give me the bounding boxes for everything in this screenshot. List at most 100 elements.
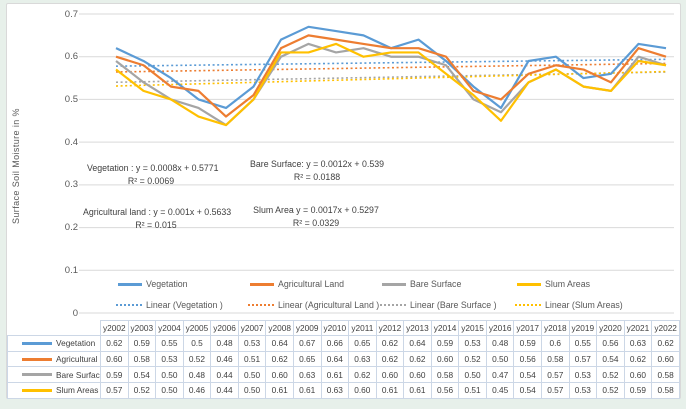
- value-cell-bare-surface-y2018: 0.57: [541, 366, 570, 384]
- value-cell-slum-areas-y2006: 0.44: [210, 382, 239, 399]
- value-cell-vegetation-y2017: 0.59: [513, 335, 542, 352]
- agricultural-land-equation-formula: Agricultural land : y = 0.001x + 0.5633: [83, 207, 232, 217]
- value-cell-agricultural-land-y2019: 0.57: [568, 350, 598, 368]
- value-cell-vegetation-y2019: 0.55: [568, 335, 598, 352]
- value-cell-agricultural-land-y2015: 0.52: [458, 350, 487, 368]
- table-row-label: Slum Areas: [56, 385, 99, 396]
- row-label-cell-vegetation: Vegetation: [7, 335, 101, 352]
- year-header-y2012: y2012: [375, 320, 405, 336]
- value-cell-bare-surface-y2013: 0.60: [403, 366, 432, 384]
- legend-item-linear-slum-areas: Linear (Slum Areas): [515, 299, 623, 311]
- year-header-y2019: y2019: [568, 320, 598, 336]
- trendline-linear-vegetation: [115, 58, 667, 67]
- table-corner-cell: [7, 320, 101, 336]
- y-tick-0.7: 0.7: [64, 8, 78, 20]
- chart-data-table: y2002 y2003 y2004 y2005 y2006 y2007 y2008 y2009…: [7, 320, 680, 399]
- value-cell-vegetation-y2012: 0.62: [375, 335, 405, 352]
- value-cell-vegetation-y2016: 0.48: [485, 335, 515, 352]
- value-cell-agricultural-land-y2018: 0.58: [541, 350, 570, 368]
- value-cell-slum-areas-y2002: 0.57: [100, 382, 129, 399]
- dotted-line-swatch-linear-slum-areas: [515, 304, 541, 306]
- legend-label: Agricultural Land: [278, 279, 345, 289]
- year-header-y2016: y2016: [485, 320, 515, 336]
- legend-item-linear-bare-surface: Linear (Bare Surface ): [380, 299, 497, 311]
- value-cell-vegetation-y2004: 0.55: [155, 335, 184, 352]
- slum-area-equation: Slum Area y = 0.0017x + 0.5297 R² = 0.032…: [250, 204, 382, 230]
- dotted-line-swatch-linear-vegetation: [116, 304, 142, 306]
- year-header-y2007: y2007: [237, 320, 267, 336]
- value-cell-slum-areas-y2017: 0.54: [513, 382, 542, 399]
- year-header-y2008: y2008: [265, 320, 294, 336]
- value-cell-vegetation-y2011: 0.65: [348, 335, 377, 352]
- value-cell-agricultural-land-y2004: 0.53: [155, 350, 184, 368]
- value-cell-vegetation-y2003: 0.59: [127, 335, 157, 352]
- value-cell-slum-areas-y2008: 0.61: [265, 382, 294, 399]
- value-cell-vegetation-y2010: 0.66: [320, 335, 350, 352]
- legend-item-vegetation: Vegetation: [118, 278, 188, 290]
- value-cell-bare-surface-y2012: 0.60: [375, 366, 405, 384]
- legend-label: Slum Areas: [545, 279, 590, 289]
- value-cell-bare-surface-y2011: 0.62: [348, 366, 377, 384]
- value-cell-agricultural-land-y2016: 0.50: [485, 350, 515, 368]
- value-cell-bare-surface-y2010: 0.61: [320, 366, 350, 384]
- value-cell-agricultural-land-y2013: 0.62: [403, 350, 432, 368]
- line-chart-plot-area: [79, 13, 674, 314]
- legend-label: Linear (Slum Areas): [545, 300, 623, 310]
- value-cell-slum-areas-y2005: 0.46: [182, 382, 212, 399]
- legend-label: Linear (Agricultural Land ): [278, 300, 380, 310]
- value-cell-bare-surface-y2003: 0.54: [127, 366, 157, 384]
- value-cell-slum-areas-y2021: 0.59: [623, 382, 653, 399]
- year-header-y2021: y2021: [623, 320, 653, 336]
- value-cell-bare-surface-y2019: 0.53: [568, 366, 598, 384]
- value-cell-slum-areas-y2016: 0.45: [485, 382, 515, 399]
- value-cell-agricultural-land-y2006: 0.46: [210, 350, 239, 368]
- y-tick-0.6: 0.6: [64, 51, 78, 63]
- year-header-y2022: y2022: [651, 320, 680, 336]
- y-tick-0.4: 0.4: [64, 136, 78, 148]
- value-cell-vegetation-y2008: 0.64: [265, 335, 294, 352]
- value-cell-bare-surface-y2004: 0.50: [155, 366, 184, 384]
- bare-surface-equation-r2: R² = 0.0188: [293, 172, 341, 182]
- legend-item-linear-vegetation: Linear (Vegetation ): [116, 299, 223, 311]
- year-header-y2009: y2009: [292, 320, 322, 336]
- value-cell-slum-areas-y2009: 0.61: [292, 382, 322, 399]
- series-line-bare-surface: [115, 42, 667, 127]
- year-header-y2006: y2006: [210, 320, 239, 336]
- bare-surface-equation-formula: Bare Surface: y = 0.0012x + 0.539: [250, 159, 384, 169]
- vegetation-equation-formula: Vegetation : y = 0.0008x + 0.5771: [87, 163, 219, 173]
- y-tick-0.3: 0.3: [64, 179, 78, 191]
- value-cell-bare-surface-y2020: 0.52: [596, 366, 625, 384]
- value-cell-bare-surface-y2009: 0.63: [292, 366, 322, 384]
- table-row-label: Vegetation: [56, 338, 96, 349]
- value-cell-vegetation-y2006: 0.48: [210, 335, 239, 352]
- table-key-swatch-vegetation: [22, 341, 52, 345]
- y-tick-0.5: 0.5: [64, 93, 78, 105]
- value-cell-vegetation-y2020: 0.56: [596, 335, 625, 352]
- value-cell-vegetation-y2007: 0.53: [237, 335, 267, 352]
- value-cell-agricultural-land-y2008: 0.62: [265, 350, 294, 368]
- value-cell-slum-areas-y2018: 0.57: [541, 382, 570, 399]
- value-cell-bare-surface-y2015: 0.50: [458, 366, 487, 384]
- table-row-label: Agricultural Land: [56, 354, 100, 365]
- value-cell-agricultural-land-y2012: 0.62: [375, 350, 405, 368]
- vegetation-equation-r2: R² = 0.0069: [127, 176, 175, 186]
- table-key-swatch-bare-surface: [22, 373, 52, 377]
- value-cell-slum-areas-y2013: 0.61: [403, 382, 432, 399]
- line-swatch-bare-surface: [382, 282, 406, 286]
- value-cell-slum-areas-y2019: 0.53: [568, 382, 598, 399]
- slum-area-equation-formula: Slum Area y = 0.0017x + 0.5297: [253, 205, 379, 215]
- line-swatch-vegetation: [118, 282, 142, 286]
- value-cell-vegetation-y2018: 0.6: [541, 335, 570, 352]
- value-cell-agricultural-land-y2020: 0.54: [596, 350, 625, 368]
- value-cell-vegetation-y2002: 0.62: [100, 335, 129, 352]
- series-line-slum-areas: [115, 42, 667, 127]
- year-header-y2017: y2017: [513, 320, 542, 336]
- value-cell-vegetation-y2009: 0.67: [292, 335, 322, 352]
- y-tick-0: 0: [72, 307, 78, 319]
- series-line-agricultural-land: [115, 34, 667, 118]
- value-cell-agricultural-land-y2007: 0.51: [237, 350, 267, 368]
- year-header-y2011: y2011: [348, 320, 377, 336]
- value-cell-agricultural-land-y2011: 0.63: [348, 350, 377, 368]
- legend-label: Linear (Bare Surface ): [410, 300, 497, 310]
- value-cell-agricultural-land-y2002: 0.60: [100, 350, 129, 368]
